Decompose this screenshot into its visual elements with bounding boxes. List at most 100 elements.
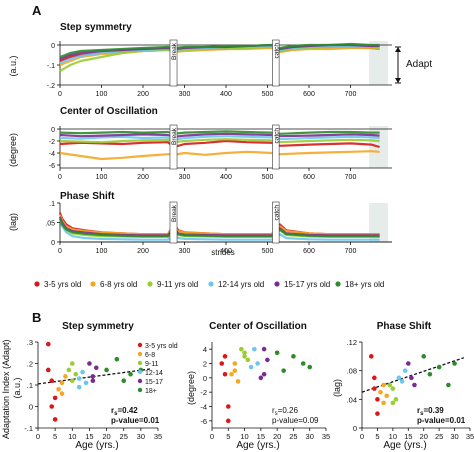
break-label: Break <box>171 42 178 60</box>
break-marker <box>169 39 178 87</box>
scatter-point <box>255 361 260 366</box>
x-axis-label: Age (yrs.) <box>236 440 279 451</box>
legend-swatch <box>137 360 143 366</box>
y-tick-label: -.2 <box>47 83 55 90</box>
legend-label: 3-5 yrs old <box>145 343 178 350</box>
scatter-point <box>69 378 75 384</box>
series-line <box>59 139 380 149</box>
scatter-point <box>219 361 225 366</box>
legend-item: 3-5 yrs old <box>34 280 81 289</box>
scatter-point <box>248 364 254 370</box>
legend-label: 15-17 <box>145 379 163 386</box>
scatter-point <box>393 397 399 402</box>
series-line <box>59 150 380 161</box>
x-tick-label: 600 <box>303 174 315 181</box>
x-tick-label: 700 <box>345 174 357 181</box>
scatter-point <box>128 371 133 377</box>
scatter-point <box>399 379 405 384</box>
scatter-point <box>446 382 451 388</box>
y-axis-label: (degree) <box>186 371 196 405</box>
y-tick-label: .05 <box>45 221 55 228</box>
scatter-point <box>104 367 109 373</box>
step-symmetry-timecourse: Step symmetry (a.u.) -.2 -.1 0 0 100 200 300 40… <box>8 22 392 98</box>
x-tick-label: 5 <box>53 432 57 441</box>
chart-title: Phase Shift <box>377 321 432 332</box>
series-line <box>58 218 380 241</box>
stat-rs: rs=0.42 <box>111 406 138 417</box>
y-axis-label: (lag) <box>332 379 342 397</box>
scatter-point <box>375 411 380 416</box>
y-tick-label: -.1 <box>24 424 33 433</box>
series-line <box>58 212 380 236</box>
scatter-point <box>222 354 228 359</box>
panel-label-b: B <box>32 310 41 325</box>
scatter-point <box>45 367 51 373</box>
stat-rs: rs=0.39 <box>417 406 444 417</box>
scatter-point <box>245 357 251 363</box>
series-line <box>59 138 380 144</box>
y-tick-label: 4 <box>203 345 207 354</box>
scatter-point <box>409 375 414 381</box>
scatter-point <box>384 393 389 399</box>
y-tick-label: -.1 <box>47 63 55 70</box>
legend-swatch <box>34 281 40 287</box>
x-tick-label: 20 <box>102 432 110 441</box>
x-tick-label: 10 <box>240 432 248 441</box>
x-tick-label: 0 <box>36 432 40 441</box>
scatter-point <box>427 371 433 377</box>
scatter-point <box>114 356 120 362</box>
scatter-point <box>66 367 72 373</box>
x-tick-label: 400 <box>220 91 232 98</box>
scatter-point <box>252 346 257 352</box>
x-tick-label: 200 <box>137 248 149 255</box>
x-tick-label: 200 <box>137 91 149 98</box>
x-tick-label: 25 <box>435 432 443 441</box>
y-tick-label: 0 <box>203 374 207 383</box>
x-axis-label: strides <box>211 248 235 257</box>
scatter-point <box>49 404 55 409</box>
scatter-point <box>387 382 393 388</box>
chart-title: Step symmetry <box>62 321 134 332</box>
scatter-point <box>59 380 65 386</box>
legend-swatch <box>335 281 341 287</box>
catch-shading <box>369 41 388 85</box>
scatter-point <box>396 375 402 381</box>
series-line <box>59 135 380 141</box>
scatter-point <box>232 361 238 366</box>
scatter-point <box>372 375 377 381</box>
x-tick-label: 20 <box>273 432 281 441</box>
legend-swatch <box>137 342 143 348</box>
scatter-point <box>93 365 99 371</box>
scatter-point <box>56 387 61 392</box>
y-tick-label: 0 <box>51 240 55 247</box>
scatter-point <box>73 371 79 377</box>
scatter-point <box>390 400 396 406</box>
step-symmetry-scatter: Step symmetry Age (yrs.) Adaptation Inde… <box>1 321 178 451</box>
chart-title: Step symmetry <box>60 22 132 33</box>
scatter-point <box>90 378 96 384</box>
x-tick-label: 25 <box>289 432 297 441</box>
series-line <box>59 130 380 135</box>
legend-label: 18+ <box>145 388 157 395</box>
legend-swatch <box>147 281 153 287</box>
scatter-point <box>452 361 457 366</box>
x-tick-label: 300 <box>179 91 191 98</box>
legend-label: 18+ yrs old <box>345 280 384 289</box>
scatter-point <box>80 369 85 375</box>
y-axis-label: (lag) <box>8 213 18 231</box>
legend-label: 6-8 <box>145 352 155 359</box>
inline-legend-item: 12-14 <box>137 369 163 377</box>
x-tick-label: 700 <box>345 91 357 98</box>
x-tick-label: 300 <box>179 174 191 181</box>
chart-title: Center of Oscillation <box>60 106 158 117</box>
x-tick-label: 100 <box>96 248 108 255</box>
x-tick-label: 0 <box>58 174 62 181</box>
x-tick-label: 5 <box>226 432 230 441</box>
inline-legend: 3-5 yrs old 6-8 9-11 12-14 15-17 18+ <box>137 342 178 395</box>
y-tick-label: .04 <box>347 395 357 404</box>
scatter-point <box>87 361 92 366</box>
x-tick-label: 10 <box>389 432 397 441</box>
x-tick-label: 700 <box>345 248 357 255</box>
x-tick-label: 400 <box>220 248 232 255</box>
catch-label: catch <box>273 205 280 221</box>
